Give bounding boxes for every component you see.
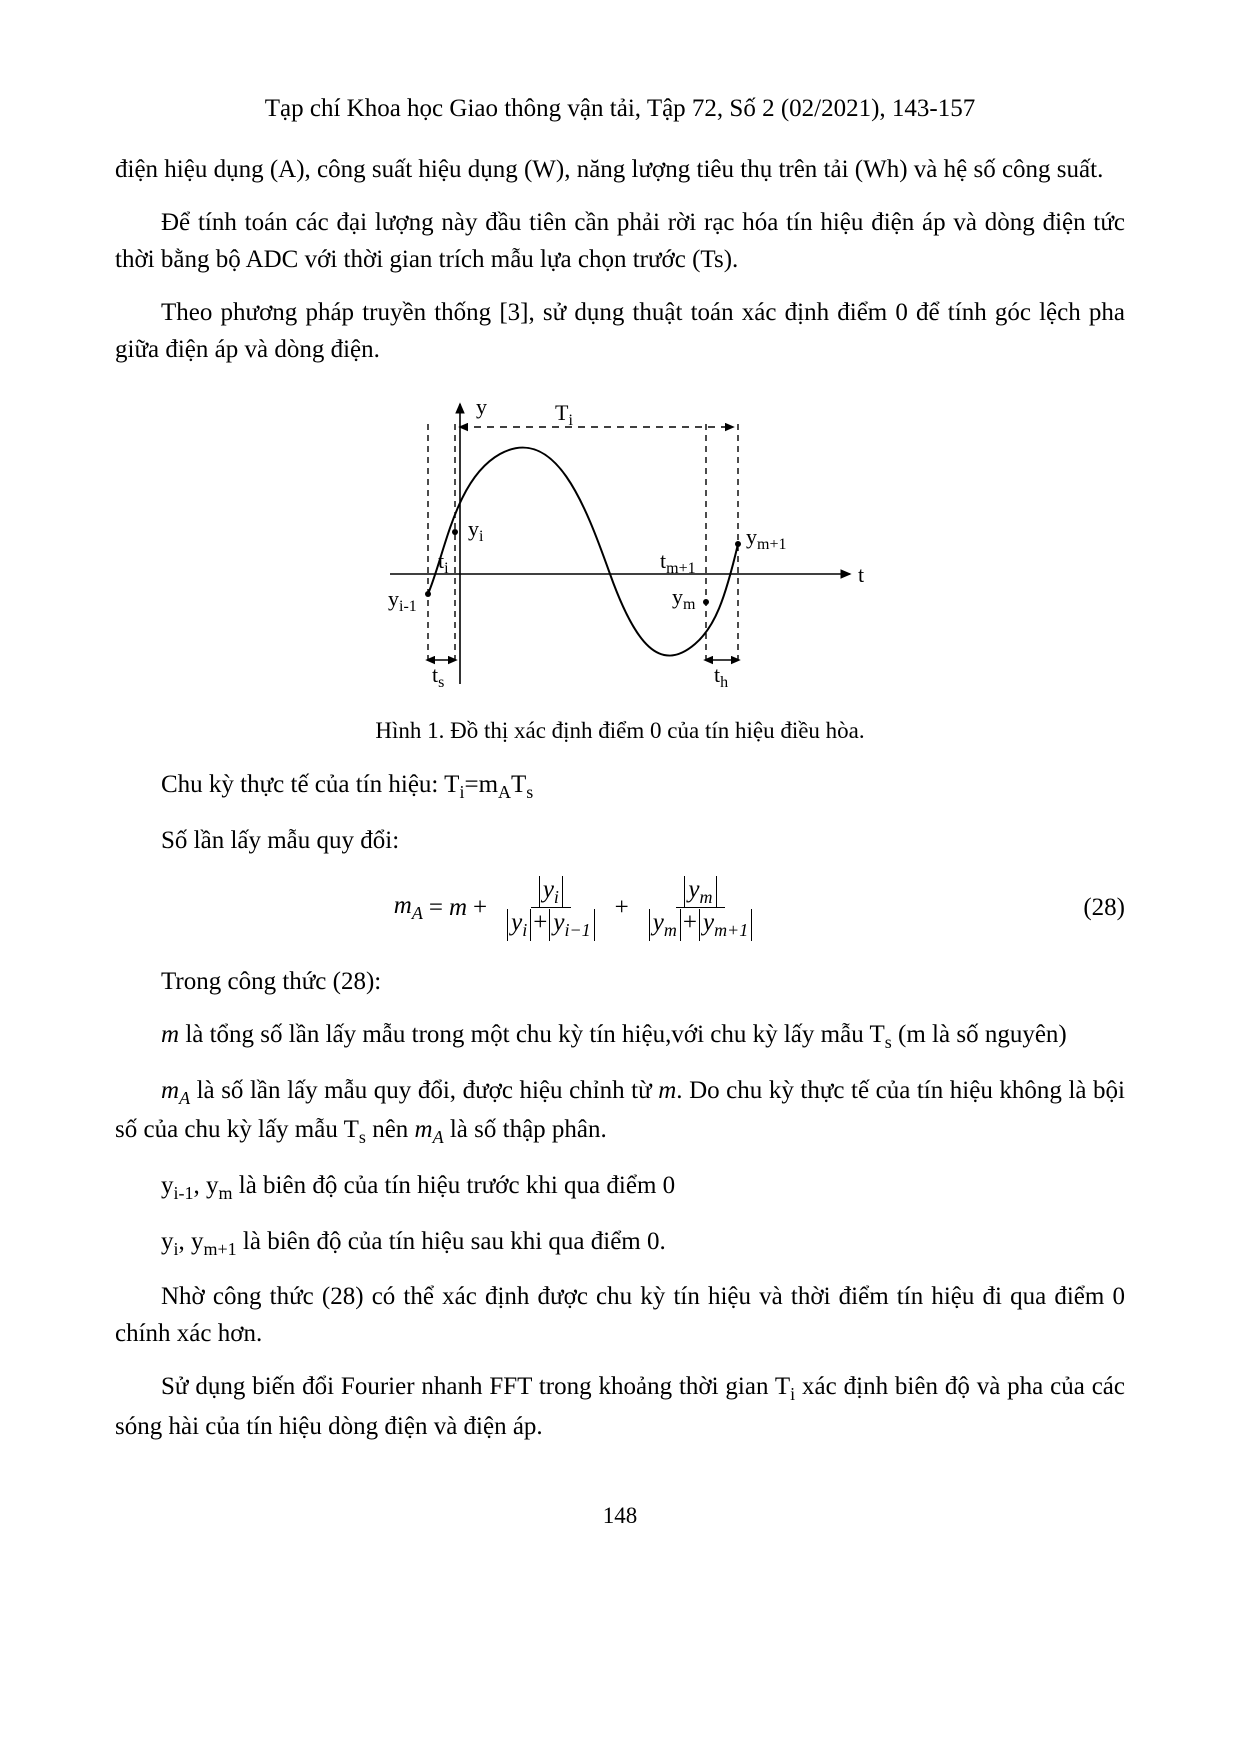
- text: Chu kỳ thực tế của tín hiệu: T: [161, 771, 459, 798]
- page-number: 148: [115, 1503, 1125, 1529]
- plus: +: [473, 894, 487, 922]
- paragraph-3: Theo phương pháp truyền thống [3], sử dụ…: [115, 294, 1125, 368]
- var: y: [161, 1172, 174, 1199]
- svg-text:tm+1: tm+1: [660, 548, 696, 577]
- paragraph-so-lan: Số lần lấy mẫu quy đổi:: [115, 822, 1125, 859]
- var-mA: mA: [161, 1077, 190, 1104]
- sub: m: [219, 1183, 233, 1203]
- var-m: m: [658, 1077, 676, 1104]
- sub: s: [885, 1032, 892, 1052]
- equation-number: (28): [1045, 894, 1125, 922]
- journal-header: Tạp chí Khoa học Giao thông vận tải, Tập…: [115, 95, 1125, 123]
- text: Sử dụng biến đổi Fourier nhanh FFT trong…: [161, 1373, 790, 1400]
- sine-zero-crossing-diagram: y Ti t yi ti yi-1 tm+1 ym+1 ym ts th: [360, 384, 880, 694]
- svg-text:ym: ym: [672, 584, 696, 613]
- var-m: m: [161, 1021, 179, 1048]
- sub: s: [526, 782, 533, 802]
- paragraph-2: Để tính toán các đại lượng này đầu tiên …: [115, 204, 1125, 278]
- sub: A: [498, 782, 511, 802]
- equation-28: mA = m + yi yi+yi−1 + ym ym+ym+1 (28): [115, 875, 1125, 941]
- var-mA: mA: [415, 1116, 444, 1143]
- svg-text:yi: yi: [468, 516, 484, 545]
- var: y: [161, 1228, 174, 1255]
- svg-text:ym+1: ym+1: [746, 524, 786, 553]
- plus: +: [615, 894, 629, 922]
- svg-text:ti: ti: [438, 548, 449, 577]
- text: là số thập phân.: [444, 1116, 607, 1143]
- page: Tạp chí Khoa học Giao thông vận tải, Tập…: [0, 0, 1240, 1589]
- paragraph-nho-cong-thuc: Nhờ công thức (28) có thể xác định được …: [115, 1278, 1125, 1352]
- paragraph-chu-ky: Chu kỳ thực tế của tín hiệu: Ti=mATs: [115, 766, 1125, 806]
- svg-text:Ti: Ti: [555, 400, 573, 429]
- text: (m là số nguyên): [892, 1021, 1067, 1048]
- fraction-1: yi yi+yi−1: [499, 875, 603, 941]
- var-m: m: [449, 894, 467, 922]
- paragraph-m-def: m là tổng số lần lấy mẫu trong một chu k…: [115, 1016, 1125, 1056]
- text: là số lần lấy mẫu quy đổi, được hiệu chỉ…: [190, 1077, 658, 1104]
- text: T: [511, 771, 526, 798]
- sub: i-1: [174, 1183, 194, 1203]
- paragraph-fft: Sử dụng biến đổi Fourier nhanh FFT trong…: [115, 1368, 1125, 1445]
- sub: s: [359, 1127, 366, 1147]
- paragraph-1: điện hiệu dụng (A), công suất hiệu dụng …: [115, 151, 1125, 188]
- figure-1: y Ti t yi ti yi-1 tm+1 ym+1 ym ts th: [115, 384, 1125, 694]
- paragraph-trong-cong-thuc: Trong công thức (28):: [115, 963, 1125, 1000]
- svg-text:ts: ts: [432, 662, 444, 691]
- svg-text:th: th: [714, 662, 728, 691]
- figure-1-caption: Hình 1. Đồ thị xác định điểm 0 của tín h…: [115, 718, 1125, 744]
- text: là biên độ của tín hiệu sau khi qua điểm…: [237, 1228, 666, 1255]
- svg-text:y: y: [476, 394, 487, 419]
- text: =m: [464, 771, 498, 798]
- var-mA: mA: [394, 892, 423, 924]
- equals: =: [429, 894, 443, 922]
- fraction-2: ym ym+ym+1: [641, 875, 760, 941]
- sub: m+1: [204, 1239, 237, 1259]
- text: nên: [366, 1116, 415, 1143]
- svg-text:t: t: [858, 562, 864, 587]
- paragraph-yi1-ym: yi-1, ym là biên độ của tín hiệu trước k…: [115, 1167, 1125, 1207]
- equation-body: mA = m + yi yi+yi−1 + ym ym+ym+1: [394, 875, 766, 941]
- paragraph-yi-ym1: yi, ym+1 là biên độ của tín hiệu sau khi…: [115, 1223, 1125, 1263]
- text: là biên độ của tín hiệu trước khi qua đi…: [233, 1172, 676, 1199]
- paragraph-mA-def: mA là số lần lấy mẫu quy đổi, được hiệu …: [115, 1072, 1125, 1151]
- svg-text:yi-1: yi-1: [388, 586, 417, 615]
- text: , y: [194, 1172, 219, 1199]
- text: là tổng số lần lấy mẫu trong một chu kỳ …: [179, 1021, 885, 1048]
- text: , y: [179, 1228, 204, 1255]
